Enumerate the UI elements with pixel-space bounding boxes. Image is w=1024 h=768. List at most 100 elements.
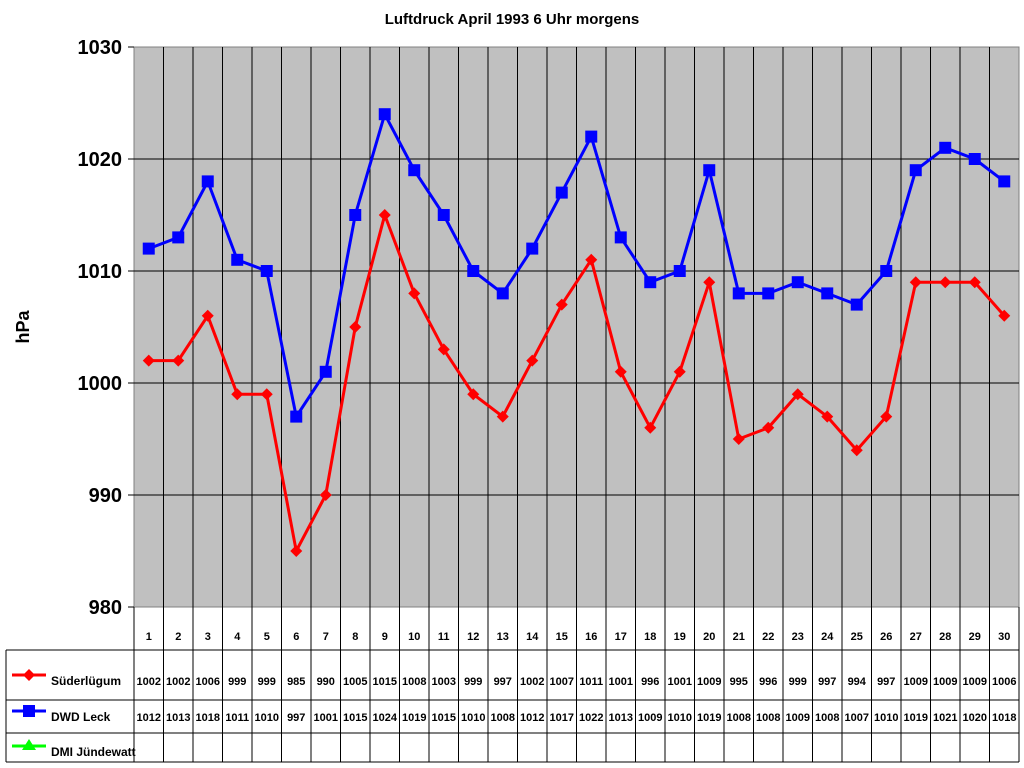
data-point [732,433,745,445]
data-point [349,321,362,333]
data-point [762,421,775,434]
data-point [260,265,273,277]
x-tick-label: 14 [526,631,539,643]
data-point [880,265,893,277]
table-cell: 1012 [520,712,544,724]
table-cell: 1001 [668,676,692,688]
table-cell: 999 [228,676,246,688]
table-cell: 1010 [461,712,485,724]
data-point [231,388,244,401]
table-cell: 1003 [432,676,456,688]
data-point [555,186,568,199]
y-tick-label: 1000 [78,373,123,395]
table-cell: 1011 [579,676,603,688]
x-tick-label: 11 [438,631,450,643]
data-point [821,410,834,423]
data-point [673,365,686,378]
table-cell: 1002 [137,676,161,688]
data-point [231,253,244,266]
table-cell: 997 [877,676,895,688]
data-point [496,410,509,423]
table-cell: 1008 [491,712,515,724]
y-tick-label: 980 [89,597,122,619]
data-point [526,242,539,255]
table-cell: 1012 [137,712,161,724]
table-cell: 1015 [432,712,456,724]
table-cell: 1002 [520,676,544,688]
x-tick-label: 1 [146,631,152,643]
data-point [172,354,185,367]
data-point [998,175,1011,188]
data-point [467,265,480,277]
data-point [614,365,627,378]
data-point [850,444,863,457]
data-point [555,298,568,311]
data-point [791,276,804,289]
y-tick-label: 1020 [78,149,123,171]
table-cell: 1015 [373,676,397,688]
table-cell: 1018 [992,712,1016,724]
x-tick-label: 30 [998,631,1010,643]
data-point [319,489,332,501]
x-tick-label: 16 [585,631,597,643]
x-tick-label: 20 [703,631,715,643]
table-cell: 1007 [550,676,574,688]
x-tick-label: 27 [910,631,922,643]
table-cell: 1017 [550,712,574,724]
x-tick-label: 23 [792,631,804,643]
table-cell: 1024 [373,712,398,724]
x-tick-label: 13 [497,631,509,643]
table-cell: 1007 [845,712,869,724]
x-tick-label: 7 [323,631,329,643]
data-point [585,253,598,266]
table-cell: 995 [730,676,748,688]
table-cell: 999 [464,676,482,688]
data-point [939,141,952,154]
data-point [880,410,893,423]
x-tick-label: 25 [851,631,863,643]
table-cell: 1019 [697,712,721,724]
data-point [408,164,421,177]
table-cell: 1013 [166,712,190,724]
x-tick-label: 2 [175,631,181,643]
data-point [496,287,509,300]
data-point [319,365,332,378]
table-cell: 1011 [225,712,249,724]
y-tick-label: 1010 [78,261,123,283]
table-cell: 1005 [343,676,367,688]
table-cell: 1019 [904,712,928,724]
x-tick-label: 18 [644,631,656,643]
data-point [260,388,273,401]
x-tick-label: 15 [556,631,568,643]
data-point [939,276,952,289]
data-point [201,309,214,322]
table-cell: 999 [789,676,807,688]
data-point [968,153,981,165]
data-point [850,298,863,311]
data-point [703,164,716,177]
data-point [142,354,155,367]
x-tick-label: 26 [880,631,892,643]
data-point [673,265,686,277]
table-cell: 1008 [815,712,839,724]
data-point [467,388,480,401]
data-point [172,231,185,244]
data-point [378,108,391,121]
data-point [526,354,539,367]
data-point [732,287,745,300]
data-point [437,343,450,356]
legend-label: DWD Leck [51,710,111,724]
table-cell: 999 [258,676,276,688]
table-cell: 1009 [963,676,987,688]
data-point [644,276,657,289]
data-point [585,130,598,143]
table-cell: 1020 [963,712,987,724]
x-tick-label: 6 [293,631,299,643]
data-point [791,388,804,401]
x-tick-label: 17 [615,631,627,643]
table-cell: 1006 [196,676,220,688]
table-cell: 1008 [727,712,751,724]
x-tick-label: 19 [674,631,686,643]
table-cell: 997 [818,676,836,688]
